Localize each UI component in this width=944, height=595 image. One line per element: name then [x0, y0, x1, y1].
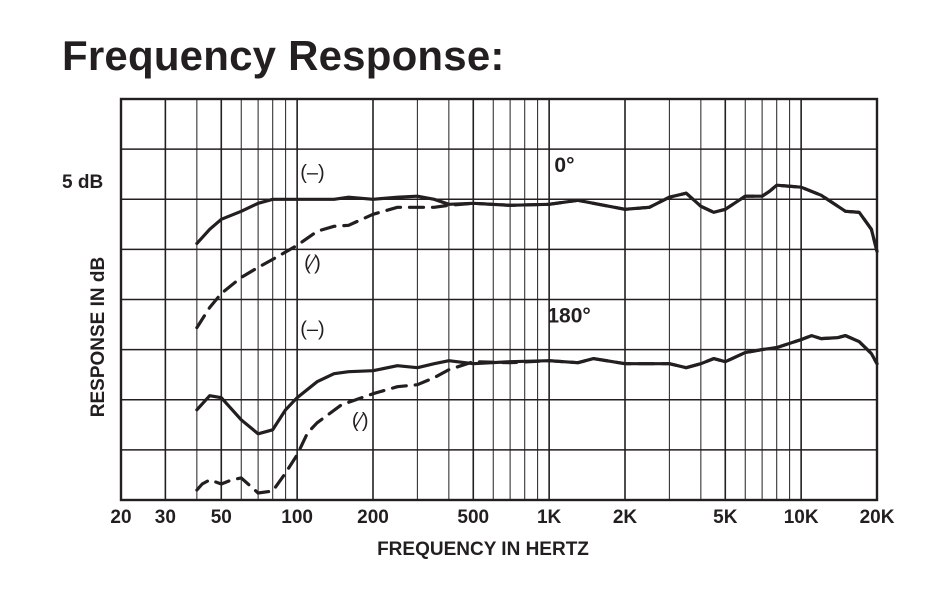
x-tick-label: 5K — [713, 507, 738, 528]
x-tick-label: 50 — [211, 507, 232, 528]
series-line-1 — [195, 183, 879, 253]
x-axis-label: FREQUENCY IN HERTZ — [377, 539, 589, 560]
x-tick-label: 20K — [860, 507, 895, 528]
curve-angle-label: 0° — [554, 154, 574, 177]
series-line-2 — [195, 183, 879, 330]
x-tick-label: 1K — [537, 507, 562, 528]
x-tick-label: 10K — [784, 507, 819, 528]
x-tick-label: 500 — [457, 507, 489, 528]
curve-condition-label: (⁄) — [352, 410, 369, 432]
plot-frame — [119, 97, 879, 502]
x-tick-label: 200 — [357, 507, 389, 528]
y-scale-label: 5 dB — [62, 172, 103, 193]
x-tick-label: 20 — [110, 507, 131, 528]
curve-condition-label: (–) — [300, 319, 324, 341]
x-tick-labels: 20 30 50 100 200 500 1K 2K 5K 10K 20K — [110, 507, 894, 528]
series-line-4 — [195, 334, 879, 495]
chart-series-layer — [195, 183, 879, 495]
x-tick-label: 2K — [613, 507, 638, 528]
chart-grid — [121, 99, 877, 500]
curve-condition-label: (⁄) — [304, 252, 321, 274]
x-tick-label: 30 — [155, 507, 176, 528]
x-tick-label: 100 — [281, 507, 313, 528]
chart-title: Frequency Response: — [62, 32, 505, 79]
y-axis-label: RESPONSE IN dB — [88, 257, 109, 417]
curve-angle-label: 180° — [547, 305, 590, 328]
chart-annotations: 0° 180° (–) (⁄) (–) (⁄) — [300, 154, 591, 432]
curve-condition-label: (–) — [300, 162, 324, 184]
